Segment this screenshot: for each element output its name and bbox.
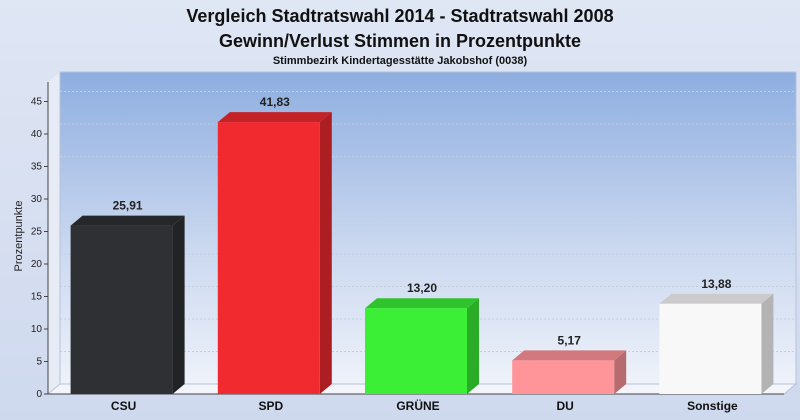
y-tick-label: 15 bbox=[31, 292, 43, 303]
bar-grüne: 13,20 bbox=[365, 281, 479, 394]
chart-subtitle: Stimmbezirk Kindertagesstätte Jakobshof … bbox=[273, 55, 528, 67]
chart-title-line-2: Gewinn/Verlust Stimmen in Prozentpunkte bbox=[219, 31, 581, 51]
bars: 25,91 41,83 13,20 5,17 13,88 bbox=[70, 95, 774, 394]
bar-front bbox=[512, 360, 615, 394]
y-tick-label: 30 bbox=[31, 194, 43, 205]
bar-csu: 25,91 bbox=[70, 199, 185, 394]
bar-value-label: 5,17 bbox=[558, 333, 582, 347]
bar-value-label: 13,20 bbox=[407, 281, 437, 295]
bar-top bbox=[70, 215, 185, 226]
bar-spd: 41,83 bbox=[217, 95, 332, 394]
y-tick-label: 10 bbox=[31, 324, 43, 335]
y-tick-label: 45 bbox=[31, 97, 43, 108]
y-tick-label: 0 bbox=[36, 389, 42, 400]
bar-top bbox=[512, 350, 627, 361]
bar-front bbox=[70, 225, 173, 394]
x-axis-labels: CSU SPD GRÜNE DU Sonstige bbox=[111, 398, 738, 413]
y-tick-label: 40 bbox=[31, 129, 43, 140]
bar-top bbox=[217, 112, 332, 123]
bar-front bbox=[659, 303, 762, 394]
bar-top bbox=[365, 298, 479, 309]
bar-side bbox=[614, 350, 627, 394]
y-axis-label: Prozentpunkte bbox=[13, 201, 25, 272]
bar-side bbox=[319, 112, 332, 394]
bar-side bbox=[172, 215, 185, 394]
bar-top bbox=[659, 293, 774, 304]
bar-value-label: 25,91 bbox=[113, 199, 143, 213]
y-tick-label: 25 bbox=[31, 227, 43, 238]
x-tick-label: DU bbox=[557, 399, 574, 413]
x-tick-label: GRÜNE bbox=[396, 398, 439, 413]
x-tick-label: SPD bbox=[258, 399, 283, 413]
bar-sonstige: 13,88 bbox=[659, 277, 774, 394]
x-tick-label: CSU bbox=[111, 399, 136, 413]
bar-value-label: 41,83 bbox=[260, 95, 290, 109]
bar-front bbox=[217, 122, 320, 394]
y-tick-label: 20 bbox=[31, 259, 43, 270]
y-axis-ticks: 0 5 10 15 20 25 30 35 40 45 bbox=[31, 97, 48, 400]
bar-side bbox=[467, 298, 479, 394]
bar-value-label: 13,88 bbox=[701, 277, 731, 291]
chart-title: Vergleich Stadtratswahl 2014 - Stadtrats… bbox=[186, 6, 613, 26]
x-tick-label: Sonstige bbox=[687, 399, 738, 413]
bar-du: 5,17 bbox=[512, 333, 627, 394]
bar-side bbox=[761, 293, 774, 394]
y-tick-label: 35 bbox=[31, 162, 43, 173]
y-tick-label: 5 bbox=[36, 357, 42, 368]
bar-front bbox=[365, 308, 467, 394]
